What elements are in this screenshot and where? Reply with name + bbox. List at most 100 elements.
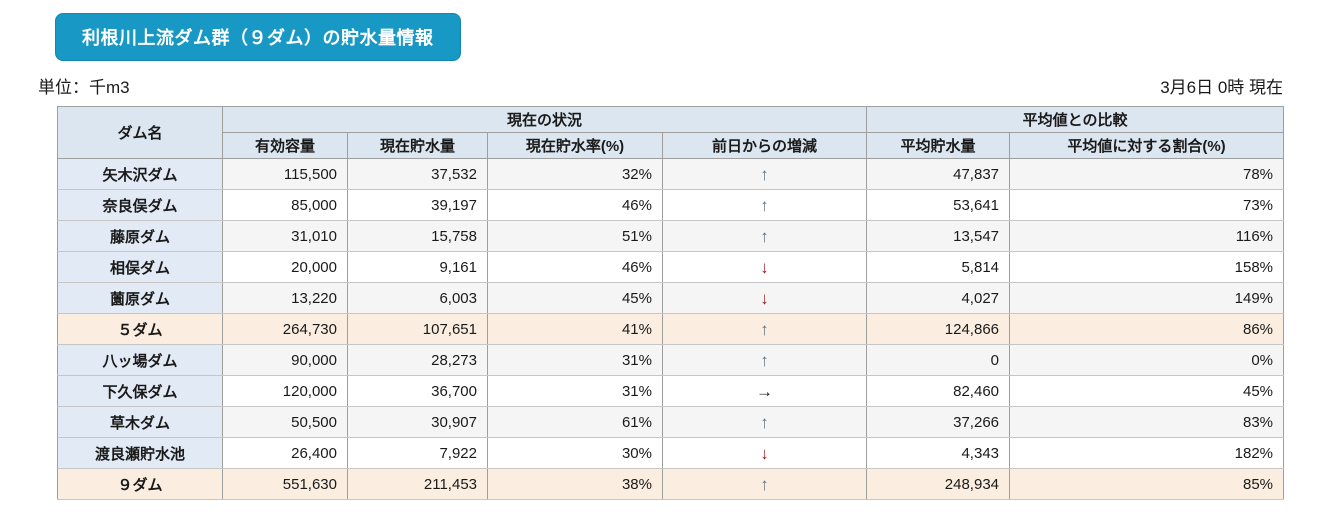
average-storage-cell: 0 bbox=[866, 344, 1011, 376]
trend-up-arrow-icon: ↑ bbox=[661, 313, 868, 345]
effective-capacity-cell: 13,220 bbox=[222, 282, 348, 314]
trend-up-arrow-icon: ↑ bbox=[661, 158, 868, 190]
average-storage-cell: 82,460 bbox=[866, 375, 1011, 407]
current-storage-cell: 9,161 bbox=[347, 251, 488, 283]
trend-down-arrow-icon: ↓ bbox=[661, 251, 868, 283]
dam-name-cell: ５ダム bbox=[57, 313, 223, 345]
effective-capacity-cell: 20,000 bbox=[222, 251, 348, 283]
dam-name-cell: 奈良俣ダム bbox=[57, 189, 223, 221]
current-storage-cell: 6,003 bbox=[347, 282, 488, 314]
dam-name-cell: 相俣ダム bbox=[57, 251, 223, 283]
current-rate-cell: 45% bbox=[487, 282, 663, 314]
effective-capacity-cell: 85,000 bbox=[222, 189, 348, 221]
effective-capacity-cell: 31,010 bbox=[222, 220, 348, 252]
trend-up-arrow-icon: ↑ bbox=[661, 344, 868, 376]
ratio-cell: 149% bbox=[1009, 282, 1285, 314]
unit-label: 単位：千m3 bbox=[38, 78, 130, 97]
current-storage-cell: 37,532 bbox=[347, 158, 488, 190]
ratio-cell: 182% bbox=[1009, 437, 1285, 469]
current-rate-cell: 32% bbox=[487, 158, 663, 190]
header-current-rate: 現在貯水率(%) bbox=[487, 132, 663, 159]
effective-capacity-cell: 115,500 bbox=[222, 158, 348, 190]
header-current-storage: 現在貯水量 bbox=[347, 132, 488, 159]
table-row: 薗原ダム 13,220 6,003 45% ↓ 4,027 149% bbox=[57, 282, 1285, 314]
header-group-row: ダム名 現在の状況 平均値との比較 bbox=[57, 106, 1285, 159]
trend-up-arrow-icon: ↑ bbox=[661, 189, 868, 221]
trend-up-arrow-icon: ↑ bbox=[661, 220, 868, 252]
summary-row: ９ダム 551,630 211,453 38% ↑ 248,934 85% bbox=[57, 468, 1285, 500]
dam-name-cell: 八ッ場ダム bbox=[57, 344, 223, 376]
dam-name-cell: ９ダム bbox=[57, 468, 223, 500]
trend-right-arrow-icon: → bbox=[661, 375, 868, 407]
average-storage-cell: 4,027 bbox=[866, 282, 1011, 314]
ratio-cell: 78% bbox=[1009, 158, 1285, 190]
ratio-cell: 158% bbox=[1009, 251, 1285, 283]
current-storage-cell: 28,273 bbox=[347, 344, 488, 376]
ratio-cell: 85% bbox=[1009, 468, 1285, 500]
header-day-change: 前日からの増減 bbox=[661, 132, 868, 159]
ratio-cell: 116% bbox=[1009, 220, 1285, 252]
table-row: 草木ダム 50,500 30,907 61% ↑ 37,266 83% bbox=[57, 406, 1285, 438]
current-rate-cell: 31% bbox=[487, 344, 663, 376]
trend-up-arrow-icon: ↑ bbox=[661, 468, 868, 500]
current-rate-cell: 31% bbox=[487, 375, 663, 407]
effective-capacity-cell: 50,500 bbox=[222, 406, 348, 438]
meta-row: 単位：千m3 3月6日 0時 現在 bbox=[38, 73, 1283, 98]
dam-name-cell: 草木ダム bbox=[57, 406, 223, 438]
average-storage-cell: 13,547 bbox=[866, 220, 1011, 252]
header-effective-capacity: 有効容量 bbox=[222, 132, 348, 159]
average-storage-cell: 4,343 bbox=[866, 437, 1011, 469]
header-ratio-to-average: 平均値に対する割合(%) bbox=[1009, 132, 1285, 159]
dam-storage-table: ダム名 現在の状況 平均値との比較 有効容量 現在貯水量 現在貯水率(%) 前日… bbox=[57, 106, 1285, 500]
table-row: 矢木沢ダム 115,500 37,532 32% ↑ 47,837 78% bbox=[57, 158, 1285, 190]
header-dam-name: ダム名 bbox=[57, 106, 223, 159]
table-row: 藤原ダム 31,010 15,758 51% ↑ 13,547 116% bbox=[57, 220, 1285, 252]
average-storage-cell: 248,934 bbox=[866, 468, 1011, 500]
ratio-cell: 0% bbox=[1009, 344, 1285, 376]
average-storage-cell: 124,866 bbox=[866, 313, 1011, 345]
ratio-cell: 86% bbox=[1009, 313, 1285, 345]
average-storage-cell: 5,814 bbox=[866, 251, 1011, 283]
current-storage-cell: 30,907 bbox=[347, 406, 488, 438]
current-storage-cell: 15,758 bbox=[347, 220, 488, 252]
current-storage-cell: 39,197 bbox=[347, 189, 488, 221]
timestamp: 3月6日 0時 現在 bbox=[1160, 78, 1283, 97]
header-average-storage: 平均貯水量 bbox=[866, 132, 1011, 159]
dam-name-cell: 渡良瀬貯水池 bbox=[57, 437, 223, 469]
current-rate-cell: 38% bbox=[487, 468, 663, 500]
current-rate-cell: 46% bbox=[487, 251, 663, 283]
page-title: 利根川上流ダム群（９ダム）の貯水量情報 bbox=[55, 13, 461, 61]
header-sub-row: 有効容量 現在貯水量 現在貯水率(%) 前日からの増減 平均貯水量 平均値に対す… bbox=[58, 132, 1285, 159]
table-row: 相俣ダム 20,000 9,161 46% ↓ 5,814 158% bbox=[57, 251, 1285, 283]
ratio-cell: 83% bbox=[1009, 406, 1285, 438]
average-storage-cell: 37,266 bbox=[866, 406, 1011, 438]
average-storage-cell: 53,641 bbox=[866, 189, 1011, 221]
table-row: 下久保ダム 120,000 36,700 31% → 82,460 45% bbox=[57, 375, 1285, 407]
table-row: 渡良瀬貯水池 26,400 7,922 30% ↓ 4,343 182% bbox=[57, 437, 1285, 469]
table-row: 奈良俣ダム 85,000 39,197 46% ↑ 53,641 73% bbox=[57, 189, 1285, 221]
effective-capacity-cell: 90,000 bbox=[222, 344, 348, 376]
summary-row: ５ダム 264,730 107,651 41% ↑ 124,866 86% bbox=[57, 313, 1285, 345]
dam-name-cell: 藤原ダム bbox=[57, 220, 223, 252]
current-storage-cell: 211,453 bbox=[347, 468, 488, 500]
page: 利根川上流ダム群（９ダム）の貯水量情報 単位：千m3 3月6日 0時 現在 ダム… bbox=[38, 13, 1285, 500]
dam-name-cell: 下久保ダム bbox=[57, 375, 223, 407]
table-header: ダム名 現在の状況 平均値との比較 有効容量 現在貯水量 現在貯水率(%) 前日… bbox=[57, 106, 1285, 159]
average-storage-cell: 47,837 bbox=[866, 158, 1011, 190]
dam-name-cell: 矢木沢ダム bbox=[57, 158, 223, 190]
current-rate-cell: 30% bbox=[487, 437, 663, 469]
current-storage-cell: 7,922 bbox=[347, 437, 488, 469]
dam-name-cell: 薗原ダム bbox=[57, 282, 223, 314]
header-current-group: 現在の状況 bbox=[221, 106, 868, 133]
trend-up-arrow-icon: ↑ bbox=[661, 406, 868, 438]
effective-capacity-cell: 120,000 bbox=[222, 375, 348, 407]
effective-capacity-cell: 264,730 bbox=[222, 313, 348, 345]
current-rate-cell: 51% bbox=[487, 220, 663, 252]
current-rate-cell: 46% bbox=[487, 189, 663, 221]
header-comparison-group: 平均値との比較 bbox=[866, 106, 1285, 133]
trend-down-arrow-icon: ↓ bbox=[661, 437, 868, 469]
current-storage-cell: 107,651 bbox=[347, 313, 488, 345]
trend-down-arrow-icon: ↓ bbox=[661, 282, 868, 314]
table-body: 矢木沢ダム 115,500 37,532 32% ↑ 47,837 78% 奈良俣ダム 85,0… bbox=[57, 158, 1285, 500]
effective-capacity-cell: 551,630 bbox=[222, 468, 348, 500]
